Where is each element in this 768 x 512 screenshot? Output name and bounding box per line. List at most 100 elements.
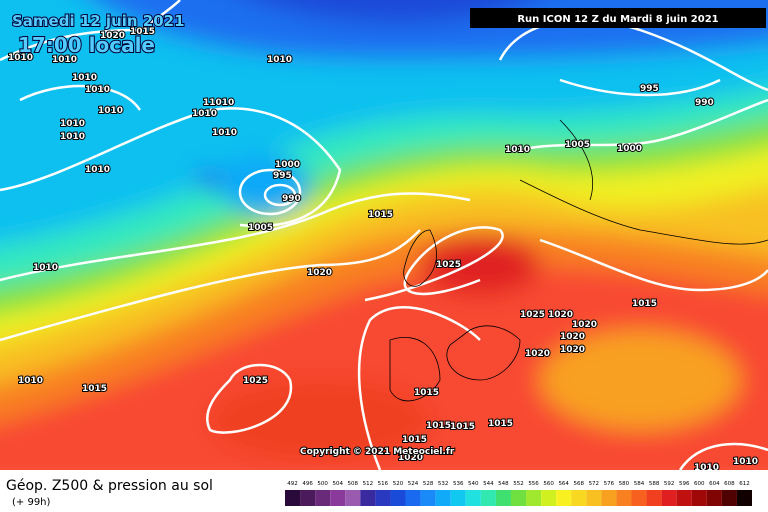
run-box	[470, 8, 766, 28]
isobar-label: 995	[273, 171, 292, 181]
scale-label: 516	[378, 481, 389, 487]
scale-swatch	[736, 490, 752, 506]
isobar-label: 1010	[505, 145, 530, 155]
scale-label: 588	[649, 481, 660, 487]
scale-swatch	[601, 490, 617, 506]
scale-swatch	[556, 490, 572, 506]
scale-swatch	[495, 490, 511, 506]
isobar-label: 1025	[243, 376, 268, 386]
scale-label: 496	[302, 481, 313, 487]
forecast-lead: (+ 99h)	[12, 497, 51, 508]
scale-swatch	[616, 490, 632, 506]
scale-swatch	[480, 490, 496, 506]
scale-label: 564	[558, 481, 569, 487]
isobar-label: 1020	[100, 31, 125, 41]
geopotential-field	[0, 0, 768, 490]
scale-label: 500	[317, 481, 328, 487]
scale-swatch	[330, 490, 346, 506]
scale-label: 536	[453, 481, 464, 487]
scale-label: 520	[393, 481, 404, 487]
scale-label: 552	[513, 481, 524, 487]
copyright: Copyright © 2021 Meteociel.fr	[300, 447, 455, 457]
scale-label: 572	[589, 481, 600, 487]
isobar-label: 1000	[275, 160, 300, 170]
color-scale: 492 496 500 504 508 512 516 520 524 528 532 536 540 5…	[285, 481, 752, 506]
scale-swatch	[706, 490, 722, 506]
isobar-label: 1010	[52, 55, 77, 65]
isobar-label: 1010	[85, 85, 110, 95]
scale-swatch	[631, 490, 647, 506]
isobar-label: 1010	[192, 109, 217, 119]
scale-swatch	[375, 490, 391, 506]
scale-swatch	[526, 490, 542, 506]
isobar-label: 1025	[520, 310, 545, 320]
scale-label: 532	[438, 481, 449, 487]
scale-label: 612	[739, 481, 750, 487]
scale-label: 600	[694, 481, 705, 487]
isobar-label: 1010	[33, 263, 58, 273]
scale-label: 524	[408, 481, 419, 487]
scale-label: 584	[634, 481, 645, 487]
isobar-label: 1010	[98, 106, 123, 116]
isobar-label: 1020	[525, 349, 550, 359]
isobar-label: 1020	[307, 268, 332, 278]
isobar-label: 1015	[488, 419, 513, 429]
isobar-label: 1010	[267, 55, 292, 65]
scale-label: 556	[528, 481, 539, 487]
isobars	[0, 0, 768, 470]
isobar-label: 1015	[414, 388, 439, 398]
scale-label: 592	[664, 481, 675, 487]
isobar-label: 990	[695, 98, 714, 108]
isobar-label: 1010	[60, 132, 85, 142]
isobar-label: 1010	[85, 165, 110, 175]
scale-label: 604	[709, 481, 720, 487]
isobar-labels: 1010 1010 1020 1015 1010 1010 1010 1010 1010 1010…	[7, 26, 759, 474]
scale-swatch	[390, 490, 406, 506]
isobar-label: 1015	[632, 299, 657, 309]
scale-label: 576	[604, 481, 615, 487]
scale-swatch	[435, 490, 451, 506]
isobar-label: 1020	[560, 345, 585, 355]
scale-swatch	[300, 490, 316, 506]
isobar-label: 1015	[450, 422, 475, 432]
footer-title: Géop. Z500 & pression au sol	[6, 478, 213, 494]
isobar-label: 1010	[733, 457, 758, 467]
scale-label: 560	[543, 481, 554, 487]
isobar-label: 1015	[82, 384, 107, 394]
scale-swatch	[420, 490, 436, 506]
run-info: Run ICON 12 Z du Mardi 8 juin 2021	[517, 14, 718, 25]
isobar-label: 1015	[368, 210, 393, 220]
scale-swatch	[345, 490, 361, 506]
scale-label: 540	[468, 481, 479, 487]
scale-label: 504	[332, 481, 343, 487]
isobar-label: 1015	[130, 27, 155, 37]
scale-label: 568	[574, 481, 585, 487]
scale-label: 608	[724, 481, 735, 487]
isobar-label: 1005	[248, 223, 273, 233]
isobar-label: 1020	[572, 320, 597, 330]
scale-swatch	[676, 490, 692, 506]
isobar-label: 1000	[617, 144, 642, 154]
isobar-label: 1010	[60, 119, 85, 129]
scale-swatch	[285, 490, 301, 506]
isobar-label: 1015	[402, 435, 427, 445]
isobar-label: 1010	[72, 73, 97, 83]
forecast-date: Samedi 12 juin 2021	[12, 12, 185, 30]
scale-swatch	[541, 490, 557, 506]
scale-swatch	[315, 490, 331, 506]
isobar-label: 1010	[8, 53, 33, 63]
isobar-label: 1025	[436, 260, 461, 270]
scale-swatch	[571, 490, 587, 506]
forecast-time: 17:00 locale	[18, 33, 155, 57]
isobar-label: 1010	[18, 376, 43, 386]
scale-label: 548	[498, 481, 509, 487]
isobar-label: 1015	[426, 421, 451, 431]
scale-label: 580	[619, 481, 630, 487]
isobar-label: 1020	[398, 453, 423, 463]
isobar-label: 995	[640, 84, 659, 94]
scale-swatch	[586, 490, 602, 506]
isobar-label: 1005	[565, 140, 590, 150]
scale-swatch	[646, 490, 662, 506]
scale-label: 512	[363, 481, 374, 487]
